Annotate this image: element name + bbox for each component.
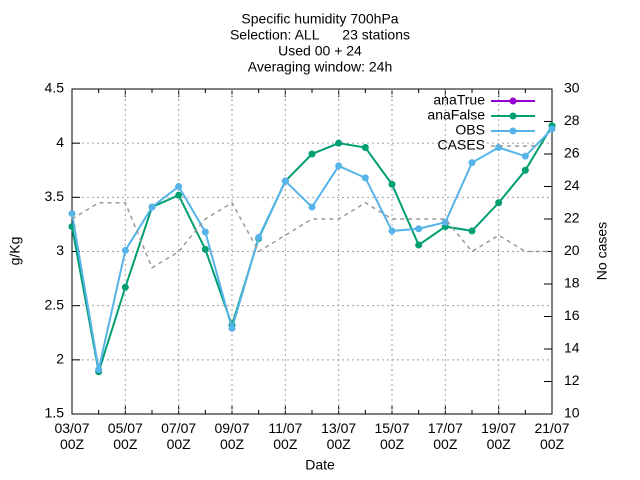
point [201,245,209,253]
legend-marker [509,127,517,135]
title: Averaging window: 24h [248,59,393,75]
point [308,150,316,158]
x-tick-label: 13/07 00Z [321,420,357,452]
y-tick-label: 1.5 [45,405,65,421]
y-tick-label: 3.5 [45,188,65,204]
y2-tick-label: 22 [564,210,580,226]
legend-label: anaTrue [433,92,485,108]
y2-tick-label: 18 [564,275,580,291]
series-line [71,128,553,370]
y-tick-label: 2 [56,351,64,367]
y-axis-label: g/Kg [7,237,23,266]
point [335,139,343,147]
point [228,324,236,332]
point [388,180,396,188]
point [415,241,423,249]
point [308,203,316,211]
x-axis-label: Date [305,457,335,473]
point [495,144,503,151]
y2-tick-label: 28 [564,112,580,128]
y-tick-label: 4.5 [45,80,65,96]
point [415,225,423,233]
y2-tick-label: 10 [564,405,580,421]
x-tick-label: 19/07 00Z [481,420,517,452]
legend-marker [509,97,517,105]
y2-tick-label: 12 [564,372,580,388]
x-tick-label: 21/07 00Z [534,420,570,452]
point [468,227,476,235]
point [468,159,476,167]
y2-tick-label: 26 [564,145,580,161]
x-tick-label: 07/07 00Z [161,420,197,452]
y-tick-label: 3 [56,242,64,258]
point [148,203,156,211]
x-tick-label: 05/07 00Z [107,420,143,452]
point [361,174,369,182]
point [521,166,529,174]
point [255,233,263,241]
series-line [71,201,552,269]
title: Specific humidity 700hPa [241,11,398,27]
y2-tick-label: 30 [564,80,580,96]
point [95,366,103,374]
legend-label: anaFalse [427,107,485,123]
x-tick-label: 03/07 00Z [54,420,90,452]
y-tick-label: 2.5 [45,296,65,312]
point [281,177,289,185]
point [548,125,556,133]
y2-tick-label: 14 [564,340,580,356]
x-tick-label: 17/07 00Z [427,420,463,452]
point [388,227,396,235]
x-tick-label: 11/07 00Z [268,420,303,452]
y-tick-label: 4 [56,134,64,150]
legend-marker [509,112,517,120]
legend-label: CASES [438,137,485,153]
y2-tick-label: 20 [564,242,580,258]
x-tick-label: 15/07 00Z [374,420,410,452]
point [521,152,529,160]
y2-tick-label: 16 [564,307,580,323]
title: Used 00 + 24 [278,43,362,59]
x-tick-label: 09/07 00Z [214,420,250,452]
legend-label: OBS [455,122,485,138]
point [441,218,449,226]
y2-axis-label: No cases [594,222,610,280]
point [361,144,369,151]
point [201,228,209,236]
title: Selection: ALL 23 stations [230,27,410,43]
point [68,210,76,218]
point [175,183,183,190]
point [175,191,183,199]
y2-tick-label: 24 [564,177,580,193]
point [335,162,343,170]
point [121,246,129,254]
point [495,199,503,207]
point [121,283,129,291]
